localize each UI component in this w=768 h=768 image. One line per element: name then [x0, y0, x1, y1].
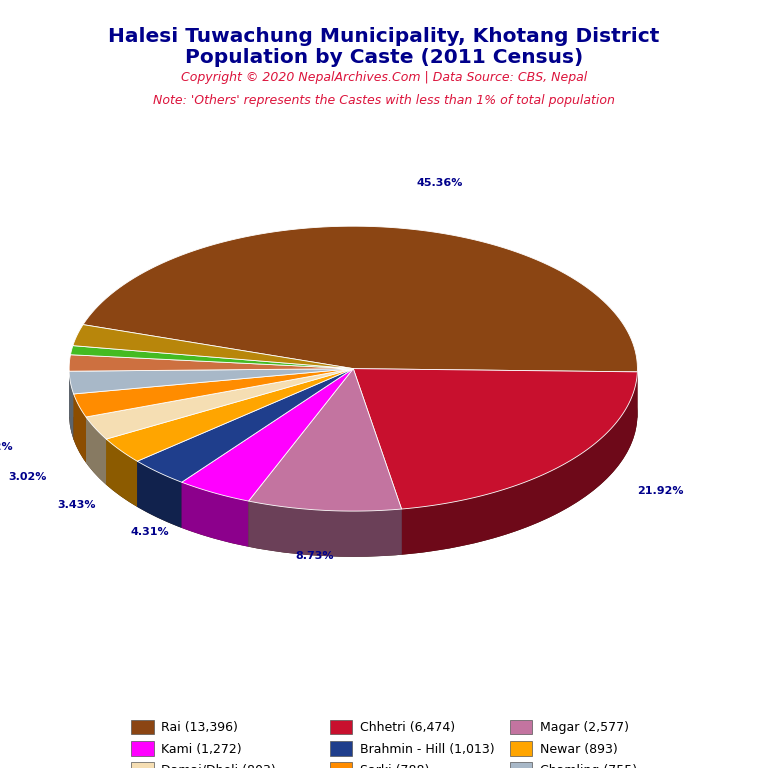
- Polygon shape: [69, 369, 353, 417]
- Polygon shape: [353, 369, 637, 418]
- Polygon shape: [137, 369, 353, 482]
- Text: 2.72%: 2.72%: [0, 442, 12, 452]
- Text: 4.31%: 4.31%: [131, 528, 169, 538]
- Text: 3.02%: 3.02%: [8, 472, 46, 482]
- Polygon shape: [402, 372, 637, 554]
- Polygon shape: [106, 369, 353, 462]
- Polygon shape: [353, 369, 402, 554]
- Polygon shape: [69, 369, 353, 394]
- Text: Copyright © 2020 NepalArchives.Com | Data Source: CBS, Nepal: Copyright © 2020 NepalArchives.Com | Dat…: [181, 71, 587, 84]
- Text: Halesi Tuwachung Municipality, Khotang District: Halesi Tuwachung Municipality, Khotang D…: [108, 27, 660, 46]
- Polygon shape: [106, 369, 353, 485]
- Polygon shape: [353, 369, 637, 418]
- Polygon shape: [106, 369, 353, 485]
- Polygon shape: [249, 369, 402, 511]
- Text: 8.73%: 8.73%: [296, 551, 334, 561]
- Polygon shape: [353, 369, 402, 554]
- Polygon shape: [353, 369, 637, 509]
- Text: Population by Caste (2011 Census): Population by Caste (2011 Census): [185, 48, 583, 67]
- Polygon shape: [74, 369, 353, 417]
- Polygon shape: [182, 369, 353, 501]
- Polygon shape: [73, 325, 353, 369]
- Polygon shape: [86, 369, 353, 462]
- Polygon shape: [137, 369, 353, 507]
- Polygon shape: [86, 417, 106, 485]
- Text: Note: 'Others' represents the Castes with less than 1% of total population: Note: 'Others' represents the Castes wit…: [153, 94, 615, 107]
- Polygon shape: [182, 369, 353, 528]
- Ellipse shape: [69, 272, 637, 557]
- Text: 3.43%: 3.43%: [58, 501, 96, 511]
- Text: 21.92%: 21.92%: [637, 486, 684, 496]
- Text: 45.36%: 45.36%: [416, 178, 462, 188]
- Polygon shape: [106, 439, 137, 507]
- Polygon shape: [71, 346, 353, 369]
- Polygon shape: [86, 369, 353, 462]
- Polygon shape: [86, 369, 353, 439]
- Polygon shape: [69, 369, 353, 417]
- Polygon shape: [249, 369, 353, 547]
- Polygon shape: [182, 482, 249, 547]
- Polygon shape: [137, 462, 182, 528]
- Polygon shape: [74, 369, 353, 439]
- Polygon shape: [249, 369, 353, 547]
- Polygon shape: [69, 355, 353, 371]
- Polygon shape: [249, 501, 402, 557]
- Polygon shape: [74, 394, 86, 462]
- Polygon shape: [74, 369, 353, 439]
- Polygon shape: [69, 371, 74, 439]
- Polygon shape: [182, 369, 353, 528]
- Polygon shape: [83, 227, 637, 372]
- Legend: Rai (13,396), Kami (1,272), Damai/Dholi (803), Sanyasi/Dashnami (544), Chhetri (: Rai (13,396), Kami (1,272), Damai/Dholi …: [127, 715, 641, 768]
- Polygon shape: [137, 369, 353, 507]
